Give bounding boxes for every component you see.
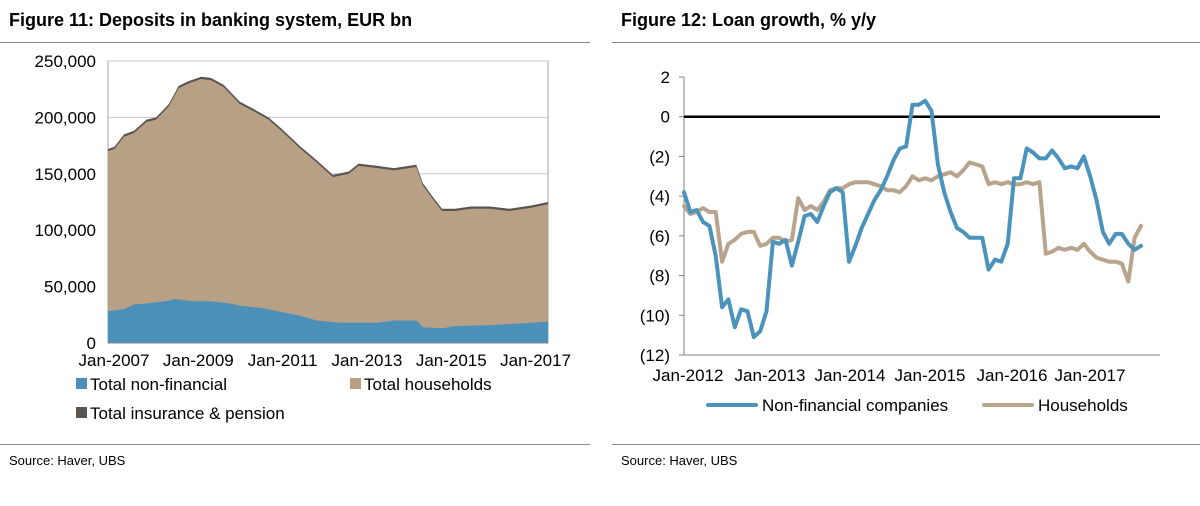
x-tick-label: Jan-2016 [977,366,1048,385]
legend-label: Total households [364,375,492,394]
figure-11-title: Figure 11: Deposits in banking system, E… [9,10,413,30]
figure-12-title-rule [612,42,1200,43]
deposits-area-chart: 0 50,000 100,000 150,000 200,000 250,000 Jan-2… [35,52,571,423]
figure-11-source-rule [0,444,590,445]
x-tick-label: Jan-2013 [332,351,403,370]
figure-12-title: Figure 12: Loan growth, % y/y [621,10,877,30]
legend-swatch [350,378,361,389]
x-tick-label: Jan-2017 [1055,366,1126,385]
households-area [108,79,548,343]
legend-label: Non-financial companies [762,396,948,415]
y-tick-label: (8) [649,267,670,286]
legend-label: Total non-financial [90,375,227,394]
figure-11-panel: Figure 11: Deposits in banking system, E… [0,0,590,506]
y-tick-label: (2) [649,147,670,166]
x-tick-label: Jan-2007 [79,351,150,370]
y-tick-label: 0 [661,108,670,127]
x-tick-label: Jan-2017 [500,351,571,370]
y-tick-label: 200,000 [35,108,96,127]
y-tick-label: (4) [649,187,670,206]
x-tick-label: Jan-2015 [416,351,487,370]
y-tick-label: (6) [649,227,670,246]
y-tick-label: 0 [87,334,96,353]
legend-swatch [76,407,87,418]
households-line [682,160,1143,284]
y-tick-label: 50,000 [44,278,96,297]
loan-growth-line-chart: 2 0 (2) (4) (6) (8) (10) (12)Jan-2012 Jan-2013 Ja… [640,68,1160,415]
figure-12-panel: Figure 12: Loan growth, % y/y 2 0 (2) (4) (6… [612,0,1200,506]
y-tick-label: (10) [640,306,670,325]
x-tick-label: Jan-2013 [735,366,806,385]
non-financial-companies-line [682,98,1143,340]
figure-12-source-rule [612,444,1200,445]
x-tick-label: Jan-2015 [895,366,966,385]
x-tick-label: Jan-2014 [815,366,886,385]
legend-swatch [76,378,87,389]
legend-label: Total insurance & pension [90,404,285,423]
figure-11-title-rule [0,42,590,43]
x-tick-label: Jan-2009 [163,351,234,370]
legend-label: Households [1038,396,1128,415]
y-tick-label: 150,000 [35,165,96,184]
non-financial-area [108,299,548,343]
y-tick-label: 250,000 [35,52,96,71]
figure-11-source: Source: Haver, UBS [9,453,126,468]
x-tick-label: Jan-2012 [653,366,724,385]
y-tick-label: 100,000 [35,221,96,240]
figure-12-source: Source: Haver, UBS [621,453,738,468]
y-tick-label: (12) [640,346,670,365]
y-tick-label: 2 [661,68,670,87]
x-tick-label: Jan-2011 [248,351,318,370]
